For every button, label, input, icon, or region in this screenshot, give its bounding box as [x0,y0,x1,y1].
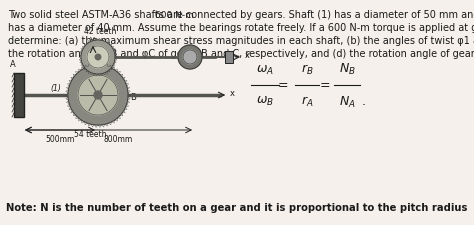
Text: $r_B$: $r_B$ [301,63,313,77]
Text: $N_A$: $N_A$ [338,95,356,110]
Text: has a diameter of 40 mm. Assume the bearings rotate freely. If a 600 N-m torque : has a diameter of 40 mm. Assume the bear… [8,23,474,33]
Text: A: A [10,60,16,69]
Text: determine: (a) the maximum shear stress magnitudes in each shaft, (b) the angles: determine: (a) the maximum shear stress … [8,36,474,46]
Polygon shape [87,46,109,68]
Text: .: . [362,95,366,108]
Polygon shape [178,45,202,69]
Text: y: y [90,36,95,45]
Polygon shape [183,50,197,64]
Text: 800mm: 800mm [104,135,133,144]
Text: $\omega_B$: $\omega_B$ [256,95,274,108]
Polygon shape [78,75,118,115]
Text: the rotation angles φB and φC of gears B and C, respectively, and (d) the rotati: the rotation angles φB and φC of gears B… [8,49,474,59]
Bar [225,51,233,63]
Polygon shape [95,54,101,60]
Polygon shape [94,91,102,99]
Text: =: = [278,79,288,92]
Text: 600 N-m: 600 N-m [155,11,194,20]
Text: 500mm: 500mm [46,135,75,144]
Text: $r_A$: $r_A$ [301,95,313,109]
Text: x′: x′ [245,52,252,61]
Text: Note: N is the number of teeth on a gear and it is proportional to the pitch rad: Note: N is the number of teeth on a gear… [6,203,468,213]
Text: 42 teeth: 42 teeth [84,27,116,36]
Text: $N_B$: $N_B$ [338,62,356,77]
Text: 54 teeth: 54 teeth [74,130,106,139]
Text: (1): (1) [50,84,61,93]
Text: B: B [130,93,136,102]
Bar [14,73,24,117]
Text: D: D [186,52,192,61]
Text: x: x [230,90,235,99]
Text: (2): (2) [106,52,117,61]
Text: =: = [319,79,330,92]
Text: Two solid steel ASTM-A36 shafts are connected by gears. Shaft (1) has a diameter: Two solid steel ASTM-A36 shafts are conn… [8,10,474,20]
Text: $\omega_A$: $\omega_A$ [256,64,274,77]
Polygon shape [81,40,115,74]
Polygon shape [68,65,128,125]
